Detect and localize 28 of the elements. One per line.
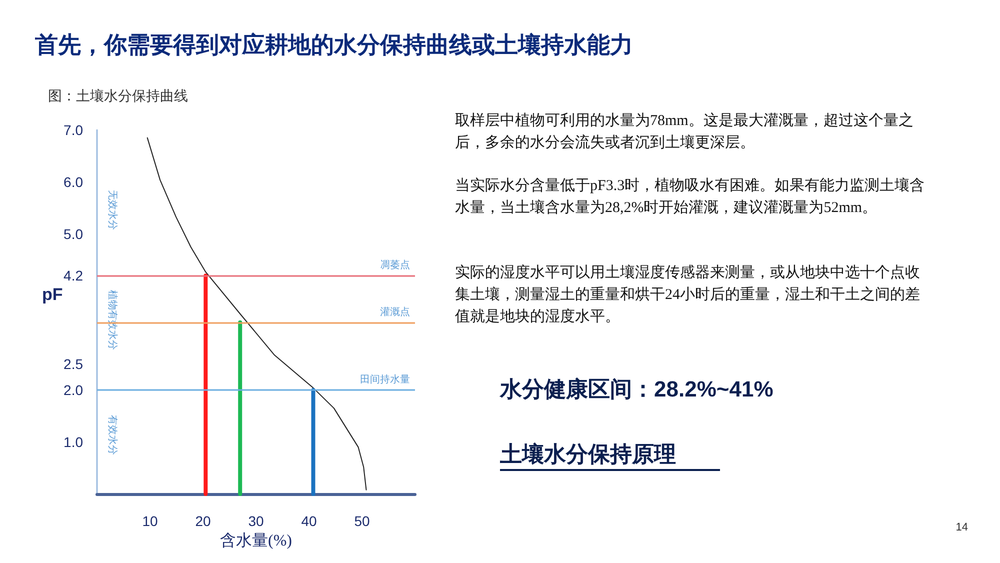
text: 实际的湿度水平可以用土壤湿度传感器来测量，或从地块中选十个点收集土壤，测量湿土的重量和烘干24小时后的重量，湿土和干土之间的差值就是地块的湿度水平。 — [455, 264, 920, 325]
y-tick-label: 2.5 — [64, 356, 84, 372]
x-tick-label: 50 — [354, 513, 370, 529]
chart-subtitle: 图：土壤水分保持曲线 — [48, 88, 188, 104]
line-series — [146, 137, 367, 490]
text: 14 — [956, 522, 968, 534]
y-tick-label: 6.0 — [64, 174, 84, 190]
y-tick-label: 2.0 — [64, 382, 84, 398]
text: 土壤水分保持原理 — [499, 442, 676, 466]
chart-title: 首先，你需要得到对应耕地的水分保持曲线或土壤持水能力 — [34, 32, 633, 58]
y-axis-title: pF — [42, 285, 63, 304]
x-tick-label: 40 — [301, 513, 317, 529]
y-tick-label: 4.2 — [64, 268, 84, 284]
x-tick-label: 20 — [195, 513, 211, 529]
y-tick-label: 5.0 — [64, 226, 84, 242]
ref-line-label: 灌溉点 — [380, 306, 410, 318]
text: 水分健康区间：28.2%~41% — [499, 376, 774, 402]
ref-line-label: 田间持水量 — [360, 374, 410, 386]
y-tick-label: 1.0 — [64, 434, 84, 450]
text: 当实际水分含量低于pF3.3时，植物吸水有困难。如果有能力监测土壤含水量，当土壤含水量为28,2%时开始灌溉，建议灌溉量为52mm。 — [455, 177, 925, 216]
annotation: 有效水分 — [106, 415, 118, 455]
text: 取样层中植物可利用的水量为78mm。这是最大灌溉量，超过这个量之后，多余的水分会流失或者沉到土壤更深层。 — [455, 112, 914, 151]
x-tick-label: 10 — [142, 513, 158, 529]
y-tick-label: 7.0 — [64, 122, 84, 138]
annotation: 无效水分 — [106, 190, 118, 230]
x-tick-label: 30 — [248, 513, 264, 529]
ref-line-label: 凋萎点 — [380, 259, 410, 272]
x-axis-title: 含水量(%) — [220, 531, 292, 550]
